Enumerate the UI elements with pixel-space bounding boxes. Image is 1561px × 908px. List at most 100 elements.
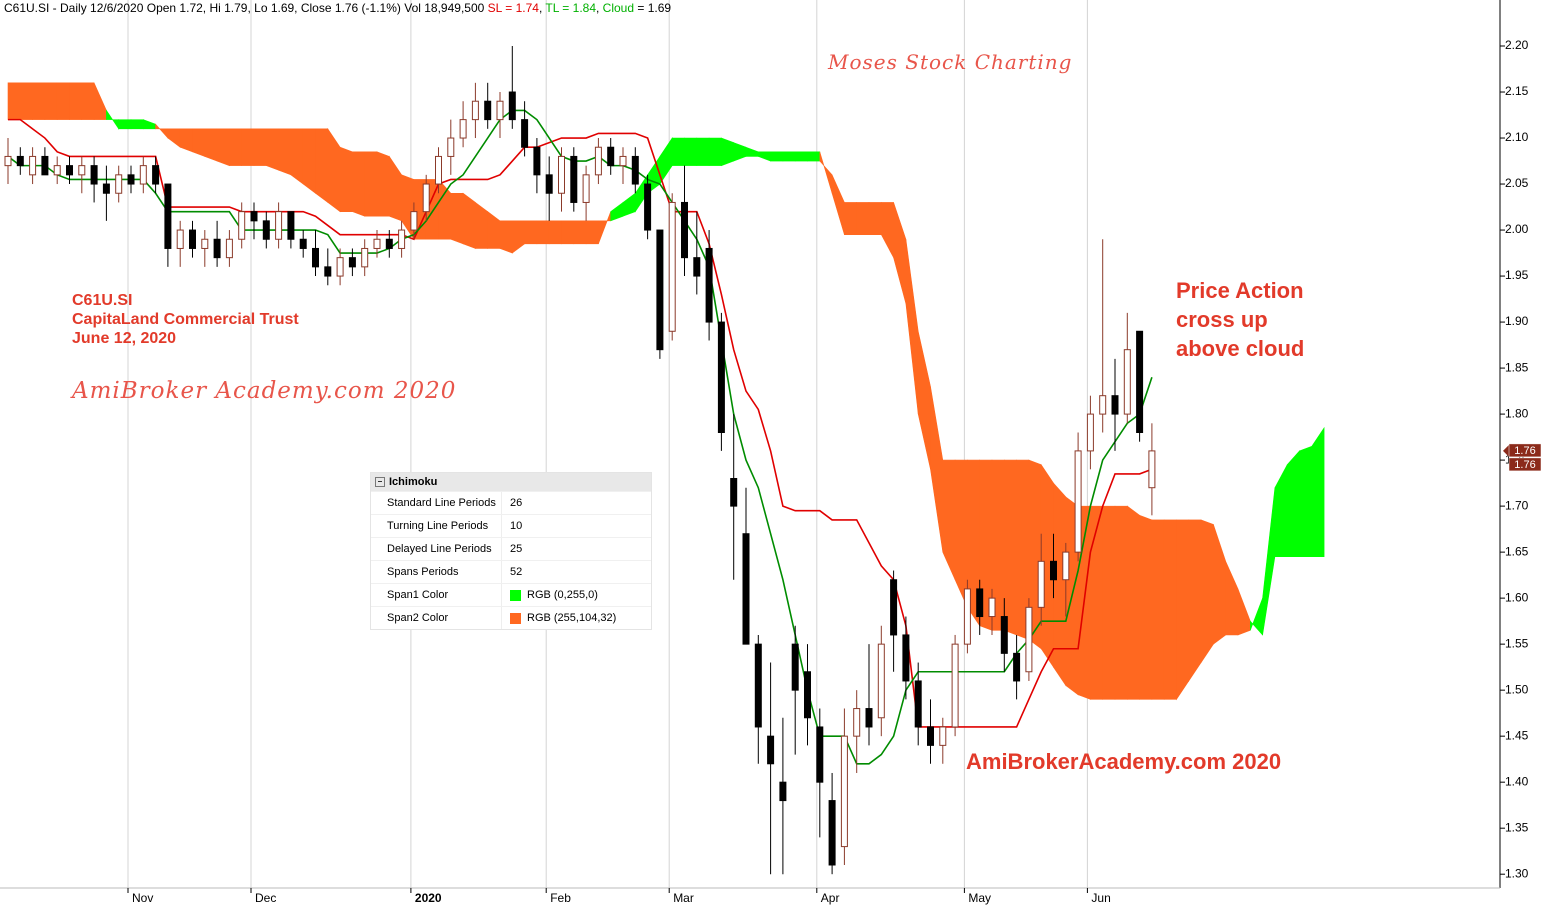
candle-body	[164, 183, 172, 249]
date: June 12, 2020	[72, 330, 177, 347]
candle-body	[877, 643, 885, 719]
candle-body	[41, 155, 49, 176]
candle-body	[939, 726, 947, 746]
candle-body	[730, 478, 738, 507]
candle-body	[398, 229, 406, 249]
candle-body	[1086, 413, 1094, 452]
cloud-segment	[880, 202, 894, 258]
candle-body	[4, 155, 12, 167]
cloud-segment	[106, 109, 119, 130]
cloud-segment	[1250, 598, 1263, 636]
param-name: Delayed Line Periods	[371, 538, 502, 560]
candle-body	[312, 247, 319, 268]
cloud-segment	[721, 137, 735, 167]
cloud-segment	[548, 220, 562, 245]
color-swatch	[510, 612, 521, 624]
cloud-segment	[7, 82, 21, 120]
cloud-segment	[905, 239, 919, 415]
candle-body	[152, 165, 160, 185]
param-value-cell: 52	[502, 561, 522, 583]
cloud-segment	[610, 201, 624, 222]
candle-body	[262, 220, 270, 240]
cloud-segment	[450, 192, 464, 245]
panel-row[interactable]: Standard Line Periods 26	[371, 491, 651, 514]
candle-body	[176, 229, 184, 249]
cloud-segment	[782, 151, 796, 162]
candle-body	[201, 238, 209, 249]
cloud-segment	[130, 119, 144, 130]
cloud-segment	[954, 459, 968, 608]
collapse-icon[interactable]	[375, 477, 385, 487]
cloud-segment	[290, 128, 304, 185]
cloud-segment	[598, 211, 612, 244]
cloud-segment	[19, 82, 33, 120]
cloud-segment	[93, 82, 107, 120]
panel-row[interactable]: Delayed Line Periods 25	[371, 537, 651, 560]
candle-body	[53, 165, 61, 176]
param-value: 10	[510, 520, 523, 532]
cloud-segment	[1286, 450, 1300, 558]
candle-body	[840, 735, 848, 848]
candle-body	[951, 643, 959, 728]
cloud-segment	[315, 128, 329, 204]
cloud-segment	[204, 128, 218, 162]
candle-body	[742, 533, 750, 645]
y-tick-label: 1.90	[1505, 314, 1529, 328]
cloud-segment	[573, 220, 587, 245]
candle-body	[435, 155, 442, 185]
candle-body	[1013, 652, 1021, 682]
candle-body	[754, 643, 762, 728]
candle-body	[508, 91, 516, 121]
cloud-segment	[1299, 445, 1313, 558]
cloud-segment	[118, 119, 132, 130]
candle-body	[16, 155, 24, 167]
param-name: Span2 Color	[371, 607, 502, 629]
candle-layer	[4, 46, 1156, 875]
header: C61U.SI - Daily 12/6/2020 Open 1.72, Hi …	[4, 1, 672, 15]
panel-row[interactable]: Turning Line Periods 10	[371, 514, 651, 537]
cloud-segment	[462, 192, 476, 249]
cloud-segment	[192, 128, 206, 157]
cloud-segment	[1225, 561, 1239, 636]
y-tick-label: 2.00	[1505, 222, 1529, 236]
panel-title: Ichimoku	[371, 473, 651, 491]
candle-body	[78, 165, 86, 176]
x-tick-label: May	[968, 891, 991, 905]
cloud-segment	[32, 82, 46, 120]
cloud-segment	[536, 220, 550, 245]
cloud-segment	[1176, 519, 1190, 701]
candle-body	[102, 183, 110, 194]
cloud-segment	[1213, 524, 1226, 645]
param-name: Span1 Color	[371, 584, 502, 606]
candle-body	[619, 155, 627, 167]
candle-body	[324, 266, 332, 277]
y-tick-label: 1.65	[1505, 544, 1529, 558]
panel-row[interactable]: Span1 Color RGB (0,255,0)	[371, 583, 651, 606]
cloud-segment	[388, 155, 402, 222]
candle-body	[828, 800, 836, 866]
candle-body	[373, 238, 381, 249]
cloud-segment	[278, 128, 292, 176]
candle-body	[250, 211, 258, 222]
candle-body	[1111, 395, 1119, 415]
candle-body	[914, 680, 922, 728]
candle-body	[1136, 330, 1144, 433]
candle-body	[348, 257, 356, 268]
cloud-segment	[487, 211, 501, 249]
cloud-segment	[561, 220, 575, 245]
cloud-segment	[708, 137, 722, 166]
candle-body	[127, 174, 135, 185]
cloud-segment	[696, 137, 710, 166]
param-name: Turning Line Periods	[371, 515, 502, 537]
y-tick-label: 1.85	[1505, 360, 1529, 374]
panel-row[interactable]: Spans Periods 52	[371, 560, 651, 583]
candle-body	[927, 726, 934, 746]
cloud-segment	[1200, 519, 1214, 664]
cloud-segment	[241, 128, 255, 166]
y-tick-label: 2.10	[1505, 130, 1529, 144]
panel-row[interactable]: Span2 Color RGB (255,104,32)	[371, 606, 651, 629]
candle-body	[1037, 560, 1045, 608]
cloud-segment	[893, 202, 907, 304]
cloud-segment	[671, 137, 685, 166]
